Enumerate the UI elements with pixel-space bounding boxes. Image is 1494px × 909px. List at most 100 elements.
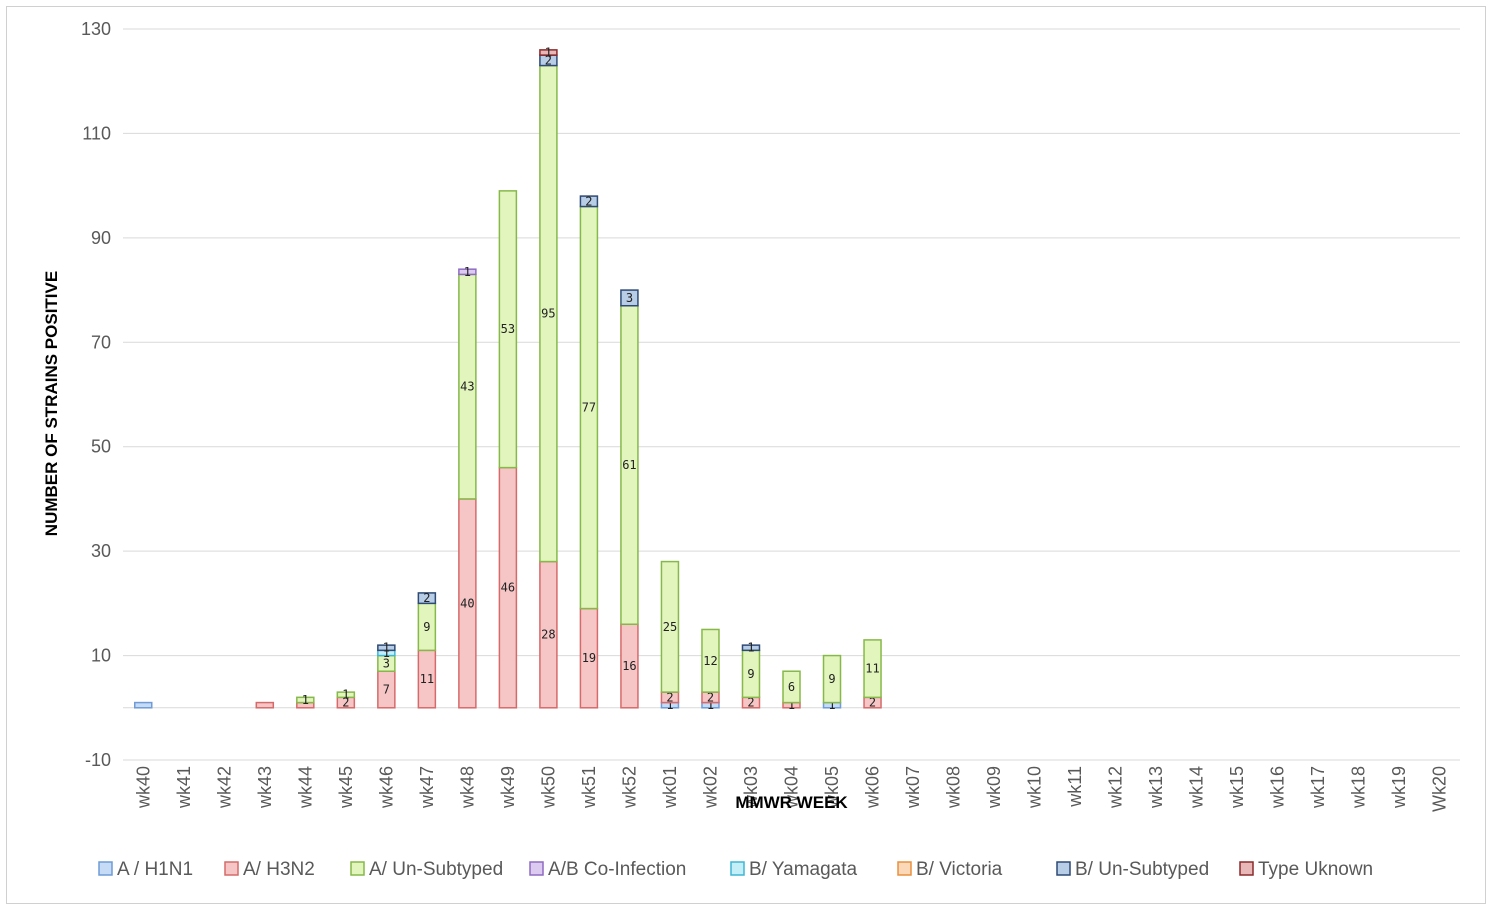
data-label: 95 xyxy=(541,307,555,321)
data-label: 1 xyxy=(383,646,390,660)
data-label: 2 xyxy=(342,696,349,710)
data-label: 9 xyxy=(828,672,835,686)
legend-swatch xyxy=(897,861,912,876)
x-tick-label: Wk20 xyxy=(1430,766,1450,812)
data-label: 1 xyxy=(383,641,390,655)
x-tick-label: wk17 xyxy=(1308,766,1328,809)
x-tick-label: wk19 xyxy=(1389,766,1409,809)
data-label: 19 xyxy=(582,651,596,665)
legend-swatch xyxy=(1056,861,1071,876)
legend-swatch xyxy=(529,861,544,876)
data-label: 1 xyxy=(342,688,349,702)
x-tick-label: wk10 xyxy=(1025,766,1045,809)
x-tick-label: wk48 xyxy=(457,766,477,809)
x-tick-label: wk15 xyxy=(1227,766,1247,809)
bar-segment xyxy=(660,560,680,693)
data-label: 2 xyxy=(585,194,592,208)
x-tick-label: wk41 xyxy=(174,766,194,809)
x-tick-label: wk05 xyxy=(822,766,842,809)
legend-label: B/ Un-Subtyped xyxy=(1075,859,1209,880)
x-tick-label: wk11 xyxy=(1065,766,1085,808)
data-label: 1 xyxy=(666,698,673,712)
data-label: 3 xyxy=(626,291,633,305)
data-label: 11 xyxy=(420,672,434,686)
legend-label: A/ Un-Subtyped xyxy=(369,859,503,880)
bar-segment xyxy=(377,644,396,652)
legend-label: A / H1N1 xyxy=(117,859,193,880)
x-tick-label: wk52 xyxy=(619,766,639,809)
bar-segment xyxy=(539,49,558,56)
data-label: 16 xyxy=(622,659,636,673)
data-label: 1 xyxy=(545,45,552,59)
data-label: 11 xyxy=(865,662,879,676)
x-tick-label: wk16 xyxy=(1268,766,1288,809)
x-axis-title: MMWR WEEK xyxy=(735,793,848,812)
y-tick-label: 30 xyxy=(91,541,111,561)
data-label: 25 xyxy=(663,620,677,634)
data-label: 7 xyxy=(383,683,390,697)
data-label: 3 xyxy=(383,656,390,670)
legend-label: A/ H3N2 xyxy=(243,859,315,880)
bar-segment xyxy=(579,195,599,208)
data-label: 9 xyxy=(423,620,430,634)
data-label: 9 xyxy=(747,667,754,681)
legend-label: Type Uknown xyxy=(1258,859,1373,880)
x-tick-label: wk08 xyxy=(944,766,964,809)
x-tick-label: wk50 xyxy=(538,766,558,809)
x-tick-label: wk14 xyxy=(1187,766,1207,809)
legend-swatch xyxy=(98,861,113,876)
y-tick-label: 50 xyxy=(91,437,111,457)
y-tick-label: 90 xyxy=(91,228,111,248)
data-label: 1 xyxy=(707,698,714,712)
data-label: 61 xyxy=(622,458,636,472)
data-label: 1 xyxy=(747,641,754,655)
x-axis-tick-labels: wk40 wk41 wk42 wk43 wk44 wk45 wk46 wk47 wk48 wk49… xyxy=(133,766,1449,812)
x-tick-label: wk46 xyxy=(376,766,396,809)
x-tick-label: wk45 xyxy=(336,766,356,809)
legend-swatch xyxy=(730,861,745,876)
bar-segment xyxy=(336,691,356,699)
y-axis-tick-labels: -10 10 30 50 70 90 110 130 xyxy=(81,19,111,770)
x-tick-label: wk44 xyxy=(295,766,315,809)
data-label: 1 xyxy=(302,693,309,707)
legend-swatch xyxy=(1239,861,1254,876)
x-tick-label: wk04 xyxy=(782,766,802,809)
data-label: 40 xyxy=(460,596,474,610)
bar-segment xyxy=(296,696,315,704)
legend-label: B/ Yamagata xyxy=(749,859,858,880)
x-tick-label: wk18 xyxy=(1349,766,1369,809)
y-tick-label: 130 xyxy=(81,19,111,39)
x-tick-label: wk13 xyxy=(1146,766,1166,809)
legend-swatch xyxy=(224,861,239,876)
data-label: 6 xyxy=(788,680,795,694)
data-label: 2 xyxy=(707,690,714,704)
x-tick-label: wk12 xyxy=(1106,766,1126,809)
x-tick-label: wk40 xyxy=(133,766,153,809)
y-tick-label: 70 xyxy=(91,332,111,352)
bar-segment xyxy=(822,654,842,704)
bar-segment xyxy=(782,670,801,704)
bar-segment xyxy=(741,644,761,652)
gridlines xyxy=(123,28,1460,761)
x-tick-label: wk01 xyxy=(660,766,680,809)
data-label: 2 xyxy=(666,690,673,704)
bar-segment xyxy=(863,639,882,699)
bar-segment xyxy=(498,190,518,469)
x-tick-label: wk49 xyxy=(498,766,518,809)
bar-segment xyxy=(620,289,639,307)
y-tick-label: -10 xyxy=(85,750,111,770)
bar-segment xyxy=(134,701,153,709)
data-label: 77 xyxy=(582,401,596,415)
data-label: 43 xyxy=(460,380,474,394)
data-label: 2 xyxy=(747,696,754,710)
data-label: 53 xyxy=(501,322,515,336)
x-tick-label: wk47 xyxy=(417,766,437,809)
y-tick-label: 110 xyxy=(82,123,111,143)
legend: A / H1N1 A/ H3N2 A/ Un-Subtyped A/B Co-Infe… xyxy=(98,859,1373,880)
chart-frame xyxy=(6,6,1486,904)
legend-label: A/B Co-Infection xyxy=(548,859,686,880)
x-tick-label: wk06 xyxy=(863,766,883,809)
data-label: 12 xyxy=(703,654,717,668)
